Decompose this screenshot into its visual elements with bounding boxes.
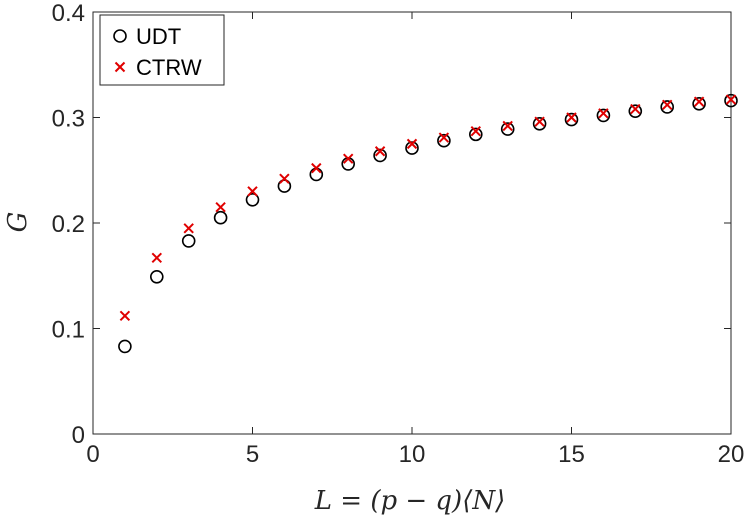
ctrw-point — [725, 94, 737, 105]
udt-point — [118, 339, 132, 354]
udt-point — [596, 108, 611, 123]
y-axis: 0 0.1 0.2 0.3 0.4 — [52, 0, 731, 449]
udt-point — [532, 117, 547, 131]
ctrw-point — [630, 103, 641, 115]
udt-point — [724, 93, 738, 108]
ctrw-point — [215, 201, 226, 213]
x-axis: 0 5 10 15 20 — [86, 12, 744, 468]
ctrw-point — [598, 108, 609, 119]
x-tick-label: 20 — [718, 441, 745, 468]
y-axis-label: G — [3, 212, 33, 233]
series-udt — [118, 93, 738, 354]
ctrw-point — [566, 112, 577, 123]
ctrw-point — [279, 173, 290, 184]
legend-udt-marker — [113, 29, 127, 43]
ctrw-point — [438, 132, 450, 143]
ctrw-point — [119, 310, 131, 322]
udt-point — [150, 270, 164, 284]
legend-udt-label: UDT — [136, 24, 181, 49]
ctrw-point — [470, 126, 482, 137]
ctrw-point — [183, 223, 194, 234]
ctrw-point — [247, 186, 258, 197]
y-tick-label: 0 — [72, 422, 85, 449]
udt-point — [692, 96, 706, 111]
legend-ctrw-marker — [114, 61, 126, 73]
ctrw-point — [406, 138, 418, 150]
udt-point — [628, 104, 643, 118]
legend: UDT CTRW — [99, 14, 225, 86]
ctrw-point — [661, 99, 673, 111]
ctrw-point — [374, 146, 386, 157]
udt-point — [405, 141, 419, 155]
legend-box — [99, 14, 225, 86]
y-tick-label: 0.2 — [52, 211, 85, 238]
legend-ctrw-label: CTRW — [136, 55, 202, 80]
ctrw-point — [502, 120, 513, 132]
x-axis-label: L = (p − q)⟨N⟩ — [314, 486, 506, 516]
y-tick-label: 0.3 — [52, 106, 85, 133]
udt-point — [181, 234, 196, 248]
udt-point — [468, 127, 483, 142]
x-tick-label: 10 — [399, 441, 426, 468]
udt-point — [213, 210, 228, 225]
x-tick-label: 5 — [246, 441, 259, 468]
data-layer — [118, 93, 738, 354]
udt-point — [373, 148, 387, 163]
x-tick-label: 15 — [558, 441, 585, 468]
y-tick-label: 0.4 — [52, 0, 85, 27]
udt-point — [245, 192, 260, 207]
ctrw-point — [311, 162, 322, 174]
ctrw-point — [693, 96, 705, 107]
ctrw-point — [151, 252, 163, 264]
udt-point — [564, 112, 579, 127]
ctrw-point — [534, 116, 545, 127]
udt-point — [660, 100, 675, 114]
udt-point — [500, 122, 515, 136]
ctrw-point — [342, 153, 354, 164]
udt-point — [437, 133, 451, 148]
x-tick-label: 0 — [86, 441, 99, 468]
series-ctrw — [119, 94, 737, 322]
y-tick-label: 0.1 — [52, 317, 85, 344]
